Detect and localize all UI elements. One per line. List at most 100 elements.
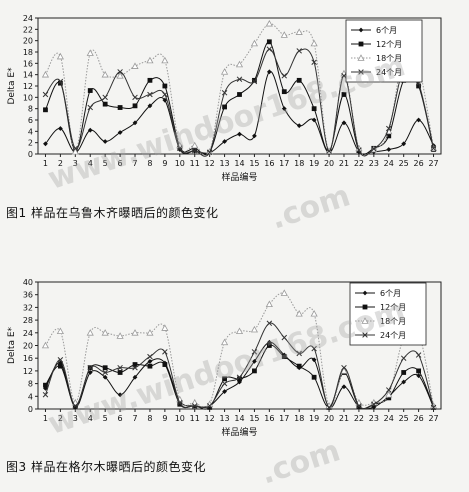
y-tick-label: 28 <box>23 316 33 325</box>
x-tick-label: 8 <box>147 414 152 423</box>
data-point <box>416 368 422 374</box>
legend: 6个月 12个月 18个月 24个月 <box>345 19 423 83</box>
data-point <box>386 147 392 152</box>
data-point <box>206 149 213 156</box>
data-point <box>237 131 242 137</box>
x-tick-label: 25 <box>399 159 409 168</box>
x-tick-label: 24 <box>384 159 394 168</box>
data-point <box>43 107 48 113</box>
y-tick-label: 16 <box>23 59 33 68</box>
data-point <box>117 392 123 398</box>
data-point <box>311 106 317 112</box>
data-point <box>311 357 317 363</box>
data-point <box>295 28 303 35</box>
x-tick-label: 5 <box>103 414 108 423</box>
data-point <box>102 369 108 376</box>
data-point <box>161 324 169 331</box>
x-tick-label: 3 <box>73 414 78 423</box>
data-point <box>250 39 259 47</box>
x-tick-label: 11 <box>190 159 200 168</box>
data-point <box>280 31 288 38</box>
data-point <box>102 101 108 107</box>
data-point <box>132 362 138 367</box>
data-point <box>341 73 347 79</box>
x-tick-label: 6 <box>118 159 123 168</box>
data-point <box>87 88 93 93</box>
data-point <box>102 139 108 144</box>
legend-marker <box>358 27 364 33</box>
data-point <box>250 325 259 333</box>
data-point <box>56 52 64 60</box>
x-tick-label: 2 <box>58 159 63 168</box>
data-point <box>147 353 153 360</box>
x-tick-label: 25 <box>399 414 409 423</box>
x-tick-label: 9 <box>162 159 167 168</box>
data-point <box>102 94 108 101</box>
x-tick-label: 16 <box>264 414 274 423</box>
x-tick-label: 15 <box>249 159 259 168</box>
x-tick-label: 10 <box>175 159 185 168</box>
data-point <box>147 77 153 83</box>
data-point <box>162 349 168 355</box>
y-tick-label: 22 <box>23 25 33 34</box>
y-tick-label: 36 <box>23 291 33 300</box>
legend-label: 18个月 <box>376 54 402 63</box>
data-point <box>235 327 244 335</box>
data-point <box>222 139 227 144</box>
data-point <box>87 127 93 133</box>
data-point <box>266 39 272 45</box>
legend-label: 6个月 <box>376 26 397 35</box>
data-point <box>341 120 347 126</box>
data-point <box>401 141 407 147</box>
x-tick-label: 7 <box>132 159 137 168</box>
data-point <box>311 374 317 380</box>
legend-marker <box>362 290 368 296</box>
data-point <box>236 76 243 82</box>
x-tick-label: 21 <box>339 159 349 168</box>
data-point <box>295 310 303 317</box>
data-point <box>146 329 154 336</box>
legend-label: 24个月 <box>376 68 402 77</box>
data-point <box>221 90 228 96</box>
x-tick-label: 23 <box>369 414 379 423</box>
data-point <box>281 334 288 341</box>
figure-1: 0 2 4 6 8 10 12 14 16 18 20 22 24 1 2 3 4 5 6 7 8 9 10 11 12 13 14… <box>0 0 469 244</box>
data-point <box>102 365 108 371</box>
x-axis-label: 样品编号 <box>221 171 257 183</box>
data-point <box>43 382 48 388</box>
data-point <box>340 367 348 374</box>
data-point <box>341 384 347 390</box>
data-point <box>237 376 242 382</box>
data-point <box>147 91 153 98</box>
data-point <box>162 91 168 98</box>
legend-marker <box>358 41 364 47</box>
data-point <box>131 329 139 336</box>
data-point <box>42 91 49 98</box>
data-point <box>101 329 109 336</box>
x-tick-label: 15 <box>249 414 259 423</box>
series-line <box>45 48 435 157</box>
y-tick-label: 12 <box>23 367 33 376</box>
data-point <box>161 56 169 64</box>
data-point <box>146 56 154 64</box>
data-point <box>311 59 317 65</box>
y-tick-label: 0 <box>28 150 33 159</box>
legend-marker <box>362 332 368 338</box>
data-point <box>41 70 50 78</box>
data-point <box>252 133 257 139</box>
data-point <box>386 133 392 139</box>
x-tick-label: 14 <box>234 414 244 423</box>
data-point <box>430 404 437 411</box>
data-point <box>192 145 198 151</box>
x-tick-label: 17 <box>279 159 289 168</box>
data-point <box>206 403 213 409</box>
x-tick-label: 1 <box>43 414 48 423</box>
data-point <box>162 97 168 103</box>
data-point <box>266 46 273 52</box>
data-point <box>71 148 79 155</box>
data-point <box>101 70 109 78</box>
data-point <box>237 92 242 97</box>
data-point <box>42 391 49 398</box>
data-point <box>385 390 393 398</box>
x-tick-label: 12 <box>205 414 215 423</box>
